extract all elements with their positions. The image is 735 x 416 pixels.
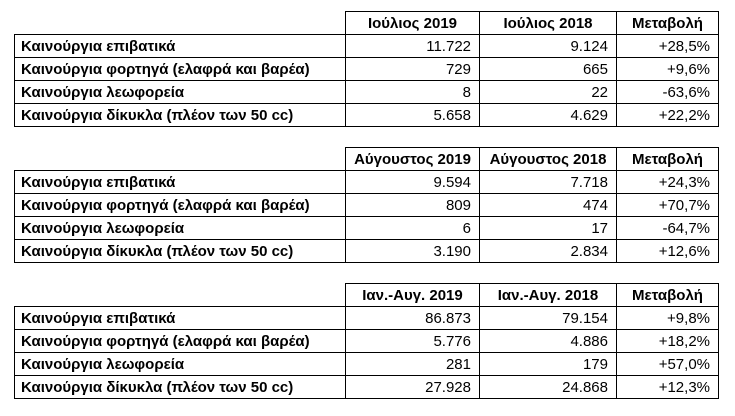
table-row: Καινούργια λεωφορεία 6 17 -64,7%	[14, 216, 719, 240]
change-cell: +57,0%	[616, 352, 719, 376]
change-cell: -64,7%	[616, 216, 719, 240]
value-cell: 11.722	[345, 34, 480, 58]
value-cell: 7.718	[479, 170, 617, 194]
row-label: Καινούργια επιβατικά	[14, 34, 346, 58]
change-cell: +9,8%	[616, 306, 719, 330]
column-header-2019: Ιαν.-Αυγ. 2019	[345, 283, 480, 307]
row-label: Καινούργια δίκυκλα (πλέον των 50 cc)	[14, 239, 346, 263]
value-cell: 665	[479, 57, 617, 81]
row-label: Καινούργια δίκυκλα (πλέον των 50 cc)	[14, 375, 346, 399]
change-cell: +12,6%	[616, 239, 719, 263]
table-row: Καινούργια επιβατικά 9.594 7.718 +24,3%	[14, 170, 719, 194]
row-label: Καινούργια φορτηγά (ελαφρά και βαρέα)	[14, 329, 346, 353]
value-cell: 9.594	[345, 170, 480, 194]
table-row: Καινούργια δίκυκλα (πλέον των 50 cc) 3.1…	[14, 239, 719, 263]
column-header-change: Μεταβολή	[616, 147, 719, 171]
column-header-change: Μεταβολή	[616, 283, 719, 307]
empty-corner-cell	[14, 11, 346, 35]
monthly-table-july: Ιούλιος 2019 Ιούλιος 2018 Μεταβολή Καινο…	[14, 11, 719, 127]
value-cell: 27.928	[345, 375, 480, 399]
value-cell: 4.629	[479, 103, 617, 127]
table-row: Καινούργια επιβατικά 11.722 9.124 +28,5%	[14, 34, 719, 58]
header-row: Ιούλιος 2019 Ιούλιος 2018 Μεταβολή	[14, 11, 719, 35]
table-row: Καινούργια φορτηγά (ελαφρά και βαρέα) 80…	[14, 193, 719, 217]
column-header-2019: Ιούλιος 2019	[345, 11, 480, 35]
row-label: Καινούργια επιβατικά	[14, 306, 346, 330]
row-label: Καινούργια λεωφορεία	[14, 216, 346, 240]
row-label: Καινούργια φορτηγά (ελαφρά και βαρέα)	[14, 57, 346, 81]
cumulative-table-jan-aug: Ιαν.-Αυγ. 2019 Ιαν.-Αυγ. 2018 Μεταβολή Κ…	[14, 283, 719, 399]
value-cell: 281	[345, 352, 480, 376]
value-cell: 9.124	[479, 34, 617, 58]
value-cell: 5.776	[345, 329, 480, 353]
column-header-2018: Ιαν.-Αυγ. 2018	[479, 283, 617, 307]
value-cell: 22	[479, 80, 617, 104]
value-cell: 5.658	[345, 103, 480, 127]
row-label: Καινούργια λεωφορεία	[14, 352, 346, 376]
value-cell: 729	[345, 57, 480, 81]
empty-corner-cell	[14, 147, 346, 171]
value-cell: 179	[479, 352, 617, 376]
row-label: Καινούργια φορτηγά (ελαφρά και βαρέα)	[14, 193, 346, 217]
column-header-2019: Αύγουστος 2019	[345, 147, 480, 171]
monthly-table-august: Αύγουστος 2019 Αύγουστος 2018 Μεταβολή Κ…	[14, 147, 719, 263]
value-cell: 79.154	[479, 306, 617, 330]
value-cell: 8	[345, 80, 480, 104]
table-row: Καινούργια λεωφορεία 8 22 -63,6%	[14, 80, 719, 104]
value-cell: 2.834	[479, 239, 617, 263]
row-label: Καινούργια επιβατικά	[14, 170, 346, 194]
column-header-2018: Ιούλιος 2018	[479, 11, 617, 35]
table-row: Καινούργια φορτηγά (ελαφρά και βαρέα) 72…	[14, 57, 719, 81]
value-cell: 474	[479, 193, 617, 217]
header-row: Ιαν.-Αυγ. 2019 Ιαν.-Αυγ. 2018 Μεταβολή	[14, 283, 719, 307]
table-row: Καινούργια λεωφορεία 281 179 +57,0%	[14, 352, 719, 376]
table-row: Καινούργια δίκυκλα (πλέον των 50 cc) 5.6…	[14, 103, 719, 127]
value-cell: 4.886	[479, 329, 617, 353]
table-row: Καινούργια φορτηγά (ελαφρά και βαρέα) 5.…	[14, 329, 719, 353]
table-row: Καινούργια επιβατικά 86.873 79.154 +9,8%	[14, 306, 719, 330]
row-label: Καινούργια δίκυκλα (πλέον των 50 cc)	[14, 103, 346, 127]
value-cell: 3.190	[345, 239, 480, 263]
column-header-2018: Αύγουστος 2018	[479, 147, 617, 171]
change-cell: +9,6%	[616, 57, 719, 81]
change-cell: +70,7%	[616, 193, 719, 217]
change-cell: +24,3%	[616, 170, 719, 194]
value-cell: 17	[479, 216, 617, 240]
empty-corner-cell	[14, 283, 346, 307]
change-cell: +12,3%	[616, 375, 719, 399]
column-header-change: Μεταβολή	[616, 11, 719, 35]
value-cell: 6	[345, 216, 480, 240]
change-cell: +18,2%	[616, 329, 719, 353]
value-cell: 24.868	[479, 375, 617, 399]
row-label: Καινούργια λεωφορεία	[14, 80, 346, 104]
change-cell: -63,6%	[616, 80, 719, 104]
table-row: Καινούργια δίκυκλα (πλέον των 50 cc) 27.…	[14, 375, 719, 399]
value-cell: 809	[345, 193, 480, 217]
change-cell: +22,2%	[616, 103, 719, 127]
change-cell: +28,5%	[616, 34, 719, 58]
value-cell: 86.873	[345, 306, 480, 330]
header-row: Αύγουστος 2019 Αύγουστος 2018 Μεταβολή	[14, 147, 719, 171]
